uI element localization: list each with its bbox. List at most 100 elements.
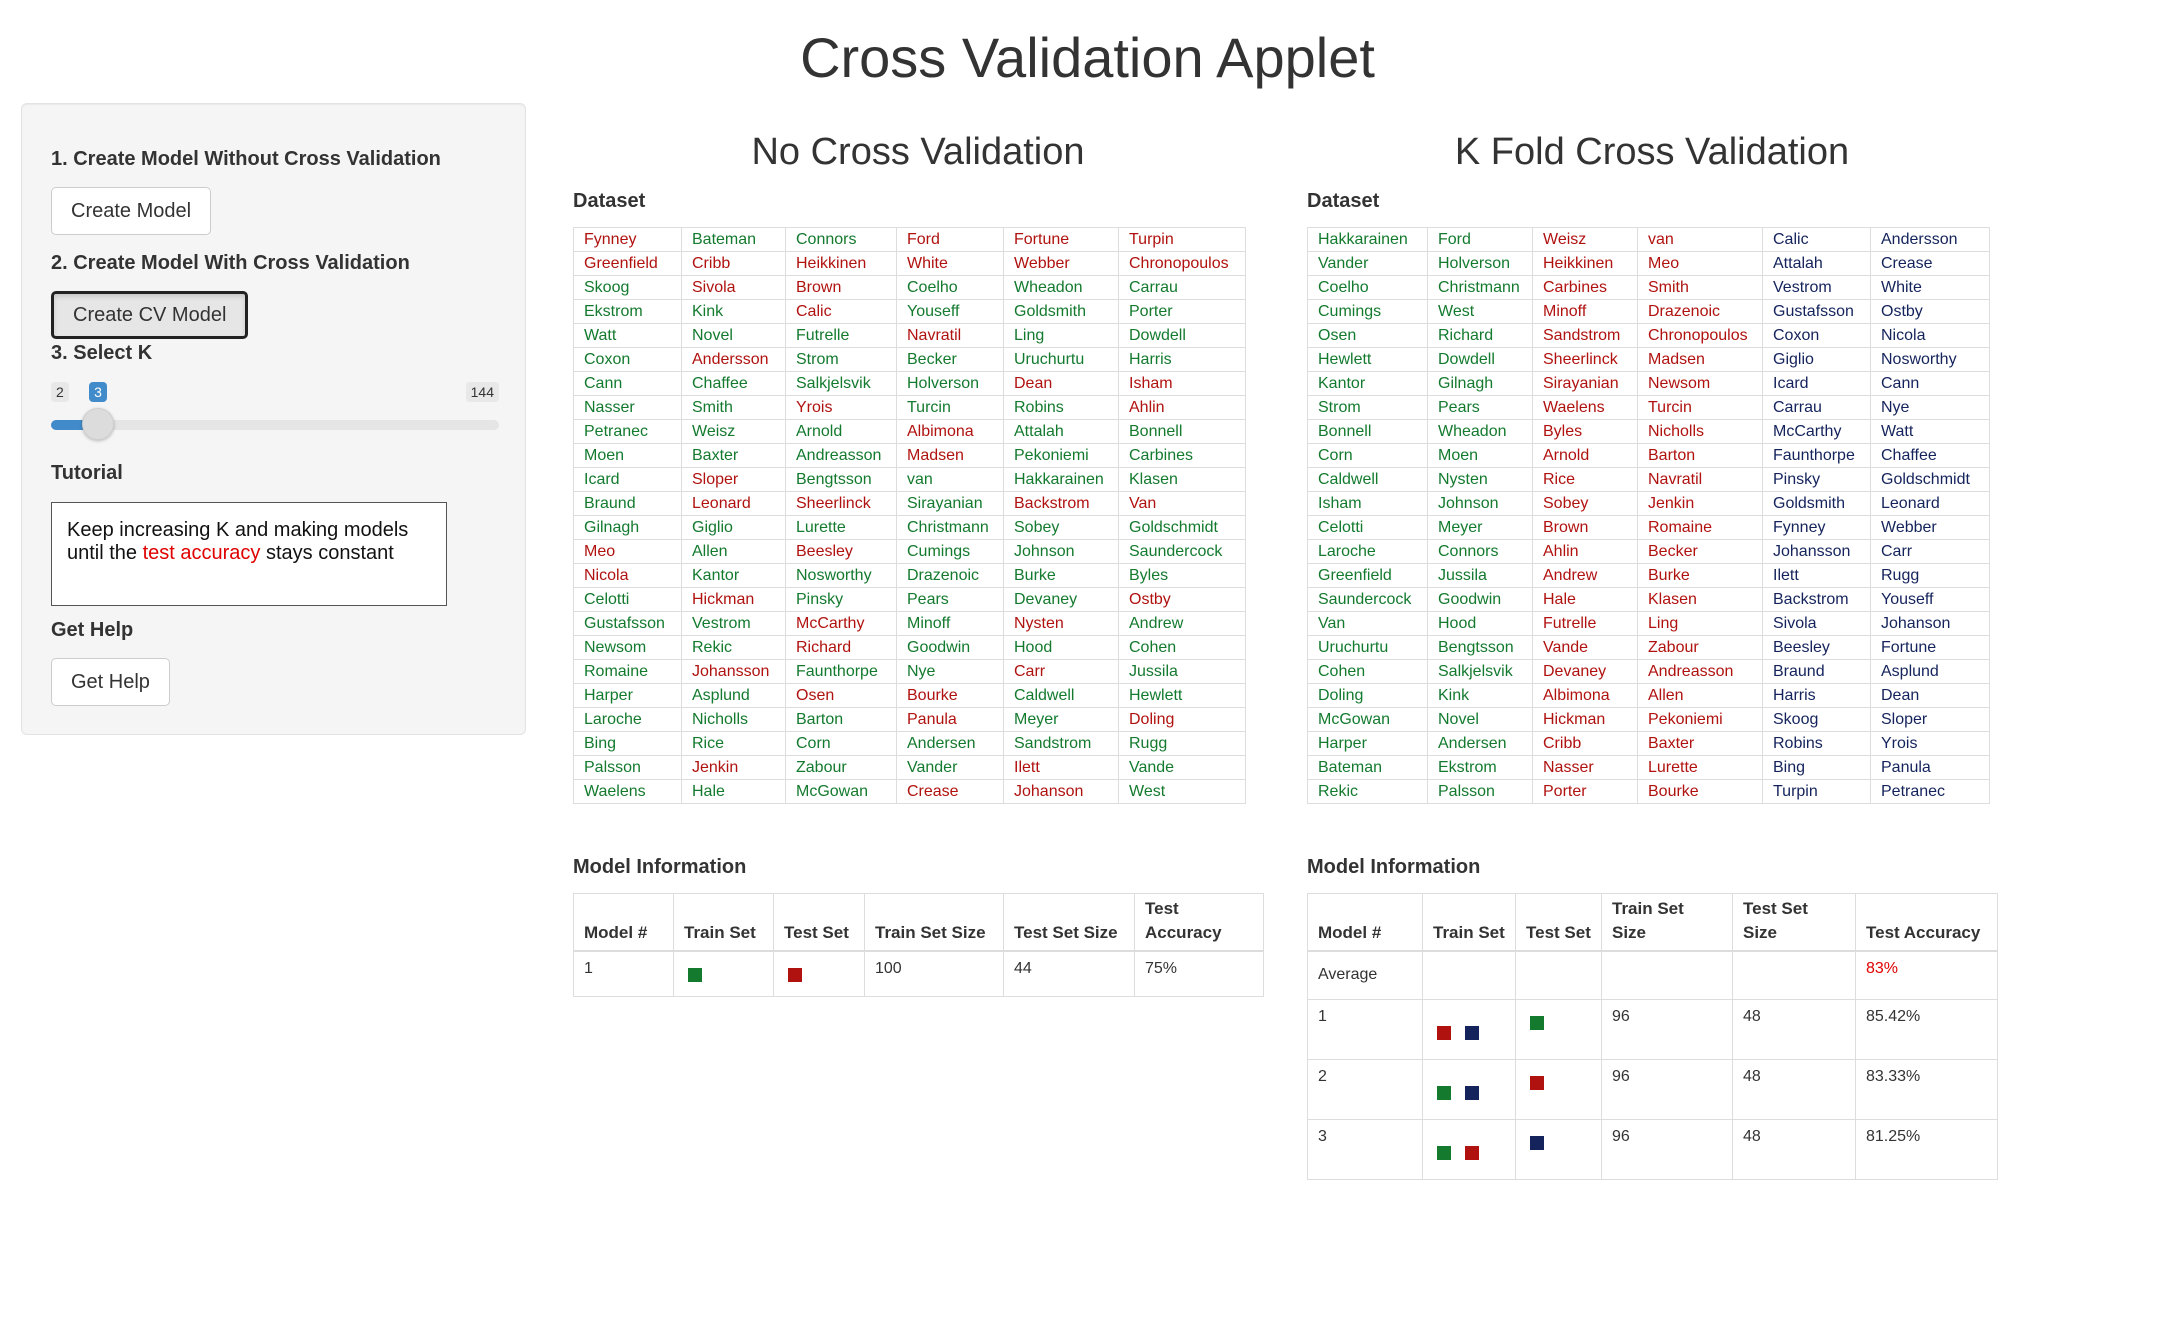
dataset-cell: Ling [1637,611,1763,636]
model-test-set-cell [1515,998,1602,1060]
dataset-cell: Yrois [785,395,897,420]
dataset-cell: White [896,251,1004,276]
create-model-button[interactable]: Create Model [51,187,212,235]
dataset-cell: Turcin [1637,395,1763,420]
dataset-cell: Strom [785,347,897,372]
dataset-cell: Goldschmidt [1118,515,1246,540]
dataset-cell: Cribb [681,251,786,276]
dataset-cell: Barton [785,707,897,732]
dataset-cell: Hakkarainen [1003,467,1119,492]
dataset-cell: Backstrom [1762,587,1871,612]
dataset-cell: Drazenoic [1637,299,1763,324]
dataset-row: Corn Moen Arnold Barton Faunthorpe Chaffee [1307,443,1990,468]
dataset-cell: Byles [1532,419,1638,444]
dataset-cell: Becker [1637,539,1763,564]
model-header-cell: Test Set Size [1003,893,1135,952]
dataset-cell: Bing [1762,755,1871,780]
dataset-cell: Rice [681,731,786,756]
dataset-cell: Johanson [1870,611,1990,636]
dataset-cell: Moen [1427,443,1533,468]
dataset-cell: Kink [681,299,786,324]
dataset-cell: Allen [1637,683,1763,708]
dataset-cell: Rekic [681,635,786,660]
dataset-row: Cann Chaffee Salkjelsvik Holverson Dean Isham [573,371,1246,396]
model-train-size-cell: 96 [1601,1058,1733,1120]
red-fold-square-icon [1465,1145,1479,1160]
dataset-cell: Jussila [1427,563,1533,588]
dataset-cell: Romaine [1637,515,1763,540]
slider-handle[interactable] [82,408,115,440]
dataset-cell: Nysten [1003,611,1119,636]
app-title: Cross Validation Applet [800,26,1375,89]
dataset-cell: Waelens [1532,395,1638,420]
dataset-cell: Burke [1637,563,1763,588]
no-cv-title: No Cross Validation [751,131,1085,173]
dataset-cell: Weisz [1532,227,1638,252]
dataset-cell: Hood [1427,611,1533,636]
tutorial-text-part1: Keep increasing K and making models unti… [67,519,409,564]
average-empty-cell [1515,950,1602,1000]
dataset-cell: Doling [1307,683,1428,708]
model-header-row: Model # Train Set Test Set Train Set Size Te… [1307,893,1998,952]
dataset-cell: Hakkarainen [1307,227,1428,252]
dataset-cell: Fynney [573,227,682,252]
dataset-row: Harper Andersen Cribb Baxter Robins Yrois [1307,731,1990,756]
tutorial-text-part2: stays constant [260,542,394,564]
dataset-cell: Calic [785,299,897,324]
dataset-row: Greenfield Jussila Andrew Burke Ilett Rugg [1307,563,1990,588]
dataset-cell: Richard [785,635,897,660]
slider-track[interactable] [51,420,499,430]
model-row: 2 96 48 83.33% [1307,1058,1998,1120]
dataset-cell: Carbines [1118,443,1246,468]
dataset-cell: Jussila [1118,659,1246,684]
dataset-cell: van [1637,227,1763,252]
dataset-cell: Nicholls [1637,419,1763,444]
dataset-row: Hakkarainen Ford Weisz van Calic Andersson [1307,227,1990,252]
dataset-cell: Meo [573,539,682,564]
dataset-row: Uruchurtu Bengtsson Vande Zabour Beesley Fort… [1307,635,1990,660]
dataset-cell: Devaney [1003,587,1119,612]
dataset-cell: Porter [1118,299,1246,324]
dataset-cell: Goldsmith [1762,491,1871,516]
dataset-cell: Ekstrom [573,299,682,324]
dataset-row: Petranec Weisz Arnold Albimona Attalah Bonnel… [573,419,1246,444]
dataset-cell: Watt [573,323,682,348]
dataset-cell: Minoff [1532,299,1638,324]
model-num-cell: 1 [573,950,674,997]
dataset-cell: Vander [896,755,1004,780]
dataset-cell: Richard [1427,323,1533,348]
dataset-cell: Harris [1762,683,1871,708]
dataset-cell: Strom [1307,395,1428,420]
dataset-cell: Palsson [1427,779,1533,804]
dataset-row: Greenfield Cribb Heikkinen White Webber Chron… [573,251,1246,276]
dataset-cell: Petranec [573,419,682,444]
model-num-cell: 1 [1307,998,1423,1060]
get-help-button[interactable]: Get Help [51,658,170,706]
dataset-cell: Sobey [1532,491,1638,516]
dataset-row: Fynney Bateman Connors Ford Fortune Turpin [573,227,1246,252]
dataset-cell: Cohen [1307,659,1428,684]
dataset-cell: Sivola [681,275,786,300]
model-header-cell: Train Set [1422,893,1516,952]
dataset-cell: Futrelle [1532,611,1638,636]
dataset-cell: Cumings [896,539,1004,564]
dataset-cell: Devaney [1532,659,1638,684]
dataset-cell: Laroche [1307,539,1428,564]
dataset-cell: Nosworthy [785,563,897,588]
k-slider[interactable]: 2 144 3 [51,378,499,448]
dataset-cell: Caldwell [1307,467,1428,492]
dataset-cell: Crease [896,779,1004,804]
dataset-cell: Vande [1118,755,1246,780]
dataset-cell: Carr [1870,539,1990,564]
create-cv-model-button[interactable]: Create CV Model [51,291,249,339]
dataset-cell: Nicholls [681,707,786,732]
dataset-cell: Albimona [1532,683,1638,708]
dataset-cell: Faunthorpe [785,659,897,684]
dataset-cell: Brown [785,275,897,300]
dataset-cell: Nye [896,659,1004,684]
dataset-cell: Johansson [1762,539,1871,564]
dataset-cell: Madsen [896,443,1004,468]
dataset-cell: Klasen [1637,587,1763,612]
model-test-set-cell [1515,1118,1602,1180]
dataset-cell: Heikkinen [1532,251,1638,276]
